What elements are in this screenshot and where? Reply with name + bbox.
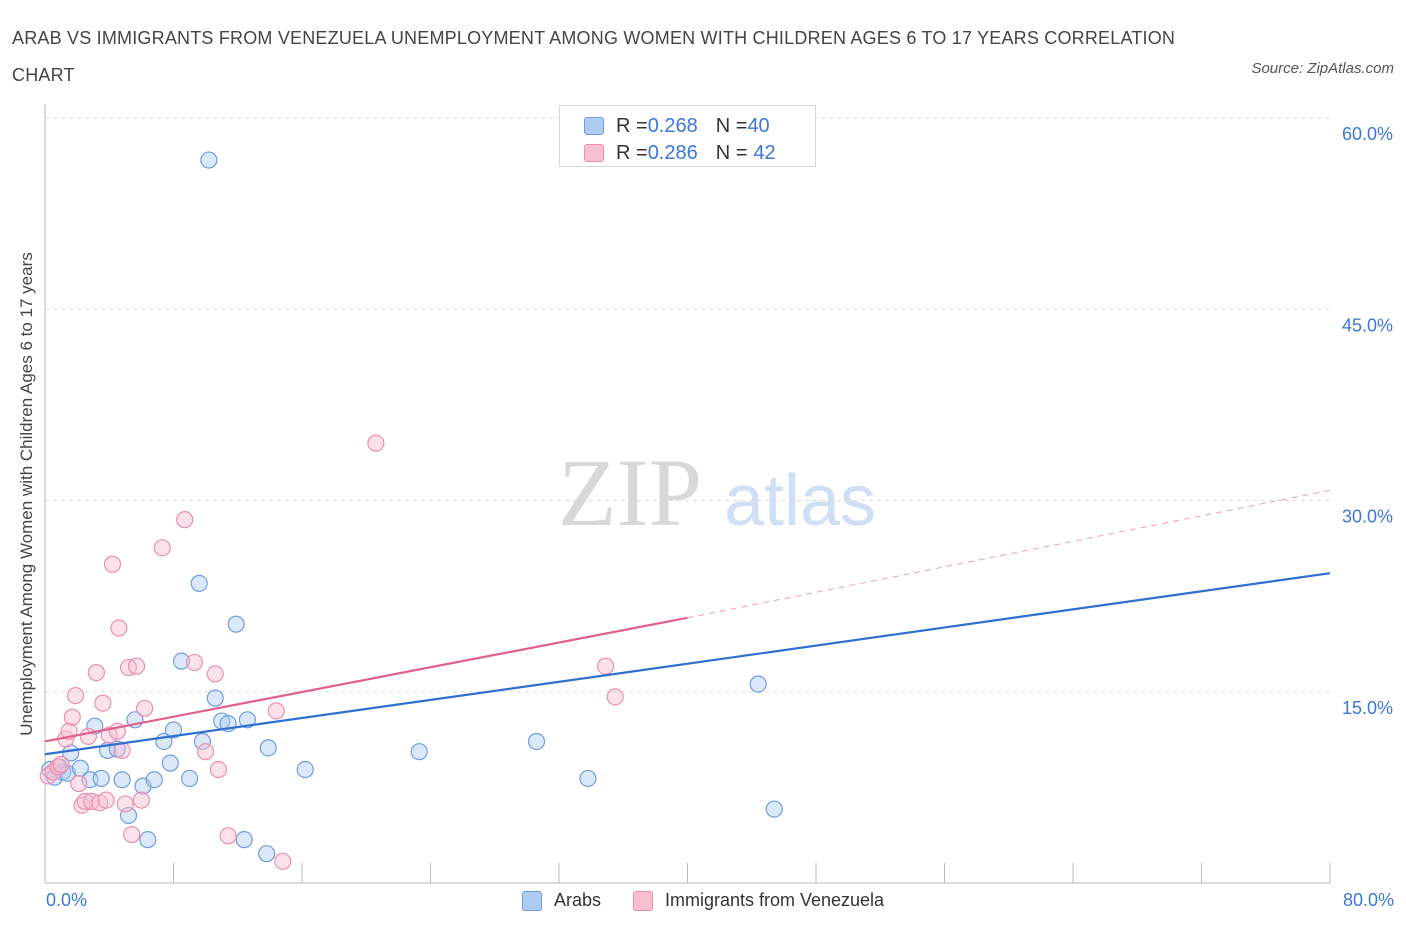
- point-venezuela: [127, 657, 146, 675]
- r-label: R =: [616, 141, 648, 164]
- point-venezuela: [274, 852, 292, 870]
- data-points: [39, 151, 783, 870]
- y-tick-label: 60.0%: [1342, 124, 1393, 144]
- point-venezuela: [206, 665, 224, 683]
- watermark-atlas: atlas: [724, 461, 876, 541]
- point-venezuela: [103, 555, 122, 573]
- point-arabs: [172, 652, 191, 670]
- point-venezuela: [76, 792, 94, 811]
- venezuela-swatch: [584, 144, 604, 162]
- point-venezuela: [97, 791, 115, 809]
- stats-legend: R = 0.268 N = 40 R = 0.286 N = 42: [559, 105, 816, 167]
- arabs-legend-swatch: [521, 890, 542, 911]
- legend-label-venezuela: Immigrants from Venezuela: [664, 890, 885, 910]
- point-arabs: [113, 771, 131, 789]
- point-arabs: [200, 151, 218, 169]
- point-venezuela: [123, 825, 141, 844]
- n-label: N =: [715, 114, 748, 137]
- x-tick-max: 80.0%: [1342, 890, 1394, 910]
- point-venezuela: [63, 708, 81, 726]
- y-tick-label: 30.0%: [1342, 507, 1393, 527]
- point-arabs: [227, 615, 245, 633]
- chart-title: ARAB VS IMMIGRANTS FROM VENEZUELA UNEMPL…: [12, 28, 1176, 85]
- point-arabs: [749, 675, 767, 693]
- x-tick-min: 0.0%: [46, 890, 88, 910]
- point-venezuela: [87, 664, 106, 682]
- y-tick-label: 15.0%: [1342, 698, 1393, 718]
- point-venezuela: [110, 619, 128, 637]
- point-arabs: [58, 764, 77, 782]
- source-label: Source: ZipAtlas.com: [1251, 60, 1394, 77]
- point-arabs: [765, 800, 783, 818]
- point-venezuela: [367, 434, 385, 452]
- point-arabs: [180, 769, 199, 788]
- point-venezuela: [66, 686, 85, 705]
- point-arabs: [161, 754, 179, 772]
- point-venezuela: [49, 758, 67, 776]
- point-arabs: [206, 689, 224, 707]
- stats-row-venezuela: R = 0.286 N = 42: [584, 141, 776, 165]
- point-arabs: [190, 574, 208, 592]
- series-legend: Arabs Immigrants from Venezuela: [0, 890, 1406, 911]
- grid-lines: [45, 117, 1330, 693]
- point-venezuela: [219, 827, 237, 845]
- point-venezuela: [135, 699, 154, 717]
- n-value-arabs: 40: [747, 114, 770, 137]
- r-label: R =: [616, 114, 648, 137]
- point-venezuela: [209, 760, 228, 779]
- legend-item-venezuela[interactable]: Immigrants from Venezuela: [632, 890, 885, 911]
- y-axis-label: Unemployment Among Women with Children A…: [17, 252, 36, 736]
- stats-row-arabs: R = 0.268 N = 40: [584, 114, 770, 138]
- point-arabs: [164, 721, 183, 739]
- r-value-venezuela: 0.286: [647, 141, 698, 164]
- point-venezuela: [70, 774, 88, 793]
- point-venezuela: [606, 688, 624, 706]
- arabs-swatch: [584, 117, 604, 135]
- point-venezuela: [52, 755, 70, 774]
- point-arabs: [235, 831, 253, 849]
- watermark-zip: ZIP: [558, 439, 702, 546]
- point-venezuela: [176, 511, 194, 529]
- point-arabs: [579, 769, 597, 788]
- point-arabs: [139, 831, 157, 849]
- y-tick-labels: 15.0% 30.0% 45.0% 60.0%: [1342, 124, 1393, 718]
- trend-line-venezuela: [44, 616, 688, 743]
- point-arabs: [527, 732, 546, 751]
- y-tick-label: 45.0%: [1342, 315, 1393, 335]
- point-arabs: [258, 845, 276, 863]
- n-value-venezuela: 42: [753, 141, 776, 164]
- point-arabs: [193, 732, 212, 751]
- point-arabs: [259, 739, 277, 757]
- legend-item-arabs[interactable]: Arabs: [521, 890, 601, 911]
- point-venezuela: [596, 657, 615, 675]
- point-venezuela: [116, 795, 134, 813]
- r-value-arabs: 0.268: [647, 114, 698, 137]
- trend-lines: [44, 489, 1331, 756]
- point-venezuela: [153, 539, 171, 557]
- point-arabs: [296, 760, 314, 779]
- point-venezuela: [185, 653, 203, 672]
- point-arabs: [145, 771, 163, 789]
- trend-line-arabs: [44, 572, 1331, 756]
- point-venezuela: [94, 694, 112, 712]
- point-arabs: [410, 743, 428, 761]
- point-venezuela: [197, 743, 215, 761]
- venezuela-legend-swatch: [632, 890, 653, 911]
- n-label: N =: [715, 141, 748, 164]
- point-venezuela: [79, 727, 97, 745]
- point-venezuela: [100, 726, 118, 744]
- point-arabs: [92, 769, 110, 788]
- point-arabs: [238, 711, 256, 729]
- point-venezuela: [132, 791, 150, 809]
- legend-label-arabs: Arabs: [553, 890, 601, 910]
- point-venezuela: [267, 702, 285, 720]
